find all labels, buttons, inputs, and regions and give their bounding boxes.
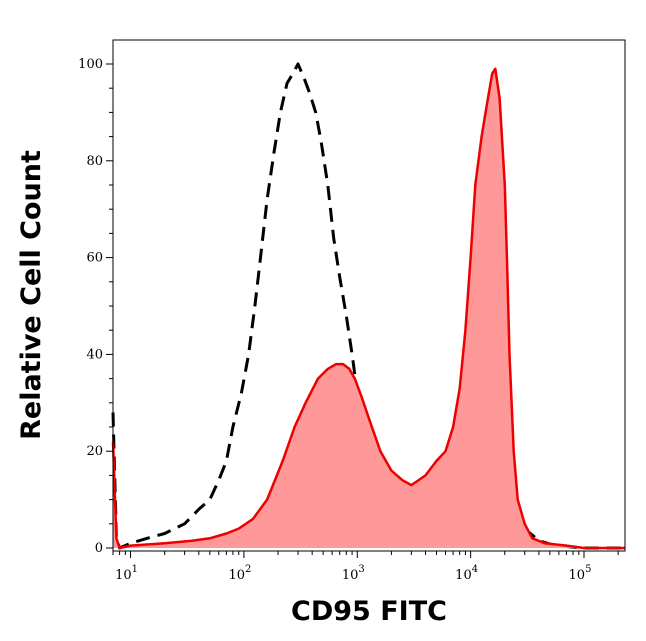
x-tick-label: 102 [228,564,251,583]
y-tick-label: 80 [86,154,103,169]
y-axis: 0 20 40 60 80 100 [78,57,113,556]
y-tick-label: 40 [86,347,103,362]
plot-frame [112,39,626,552]
x-axis-title: CD95 FITC [291,596,447,627]
y-tick-label: 20 [86,444,103,459]
y-tick-label: 100 [78,57,103,72]
series-1-line [111,67,625,550]
series-layer [111,62,625,550]
x-tick-label: 103 [342,564,365,583]
plot-area: 0 20 40 60 80 100 101 102 103 104 105 [78,39,626,583]
x-tick-label: 105 [569,564,592,583]
x-tick-label: 101 [115,564,138,583]
x-tick-label: 104 [455,564,478,583]
y-tick-label: 60 [86,251,103,266]
x-axis: 101 102 103 104 105 [112,551,619,583]
y-axis-title: Relative Cell Count [16,150,47,440]
y-tick-label: 0 [95,541,103,556]
series-1-area [113,68,625,549]
